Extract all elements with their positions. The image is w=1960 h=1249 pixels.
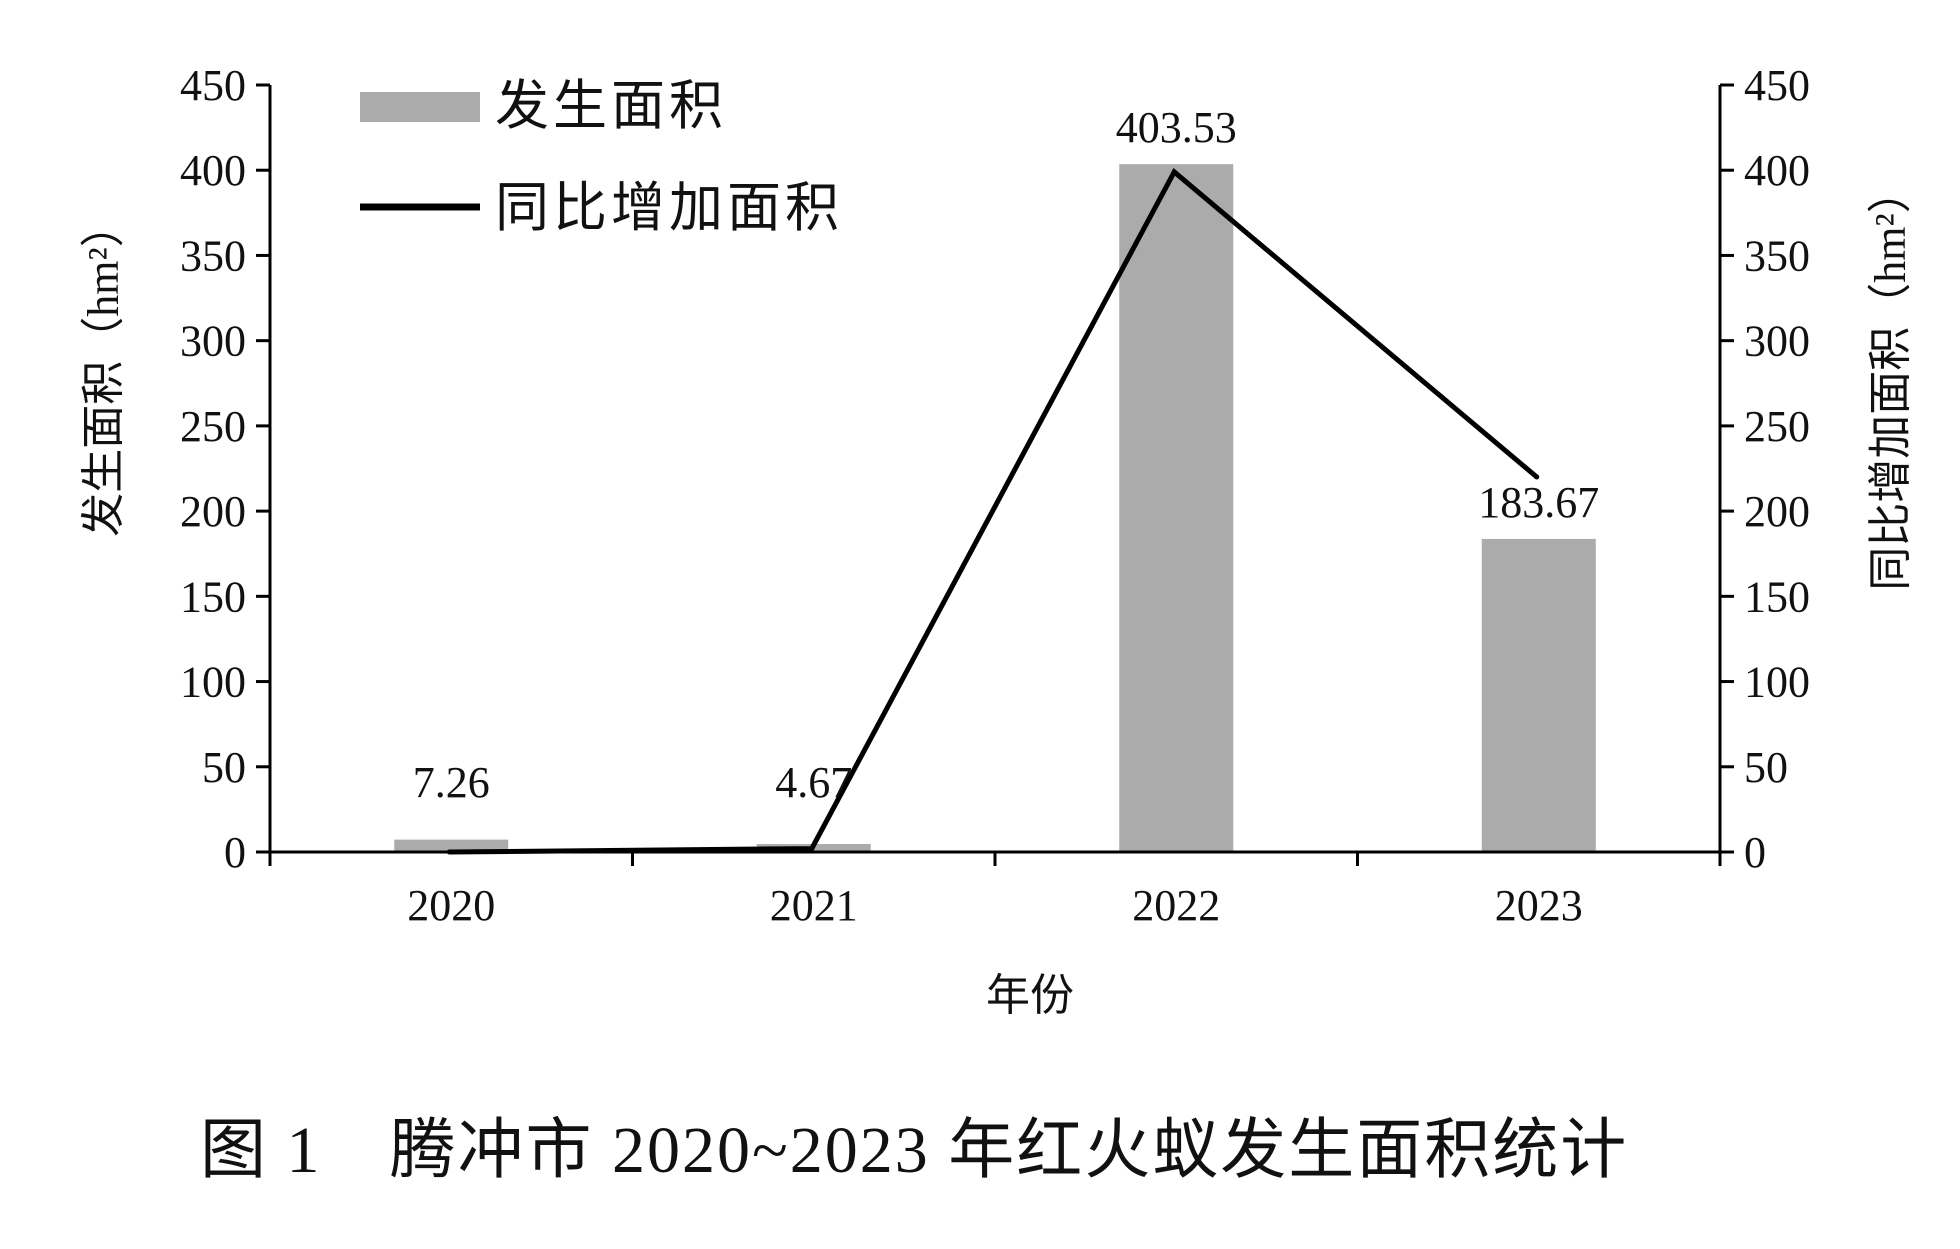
right-y-tick-label: 100 <box>1744 658 1810 707</box>
x-tick-label: 2020 <box>407 881 495 930</box>
legend: 发生面积 同比增加面积 <box>360 76 843 238</box>
right-y-tick-label: 350 <box>1744 231 1810 280</box>
bar-value-label: 183.67 <box>1478 478 1599 527</box>
right-y-tick-label: 250 <box>1744 402 1810 451</box>
right-y-tick-label: 0 <box>1744 828 1766 877</box>
right-y-tick-label: 200 <box>1744 487 1810 536</box>
left-y-tick-label: 250 <box>180 402 246 451</box>
bar-value-label: 7.26 <box>413 758 490 807</box>
left-y-tick-label: 0 <box>224 828 246 877</box>
line-path <box>449 168 1539 855</box>
right-y-tick-label: 400 <box>1744 146 1810 195</box>
right-y-tick-label: 150 <box>1744 572 1810 621</box>
left-y-tick-label: 100 <box>180 658 246 707</box>
line-point-2022 <box>1171 169 1177 175</box>
data-labels: 7.26 4.67 403.53 183.67 <box>413 103 1600 807</box>
x-tick-label: 2023 <box>1495 881 1583 930</box>
axes: 0 0 50 50 100 100 150 150 200 200 250 250 300 300 350 3… <box>180 61 1810 930</box>
left-y-tick-label: 450 <box>180 61 246 110</box>
bar-2020 <box>394 839 509 852</box>
left-y-tick-label: 350 <box>180 231 246 280</box>
left-y-tick-label: 400 <box>180 146 246 195</box>
x-tick-label: 2022 <box>1132 881 1220 930</box>
bar-2023 <box>1481 538 1596 852</box>
right-y-tick-label: 50 <box>1744 743 1788 792</box>
right-y-tick-label: 300 <box>1744 317 1810 366</box>
right-y-axis-title: 同比增加面积（hm²） <box>1866 169 1915 590</box>
line-series <box>446 168 1540 855</box>
x-axis-title: 年份 <box>986 971 1074 1020</box>
figure-caption: 图 1 腾冲市 2020~2023 年红火蚁发生面积统计 <box>200 1114 1628 1187</box>
legend-bar-label: 发生面积 <box>495 76 727 136</box>
bar-series <box>394 164 1596 852</box>
bar-value-label: 403.53 <box>1116 103 1237 152</box>
line-point-2023 <box>1534 474 1540 480</box>
left-y-axis-title: 发生面积（hm²） <box>79 203 128 536</box>
x-tick-label: 2021 <box>770 881 858 930</box>
left-y-tick-label: 150 <box>180 572 246 621</box>
bar-2022 <box>1119 164 1234 852</box>
right-y-tick-label: 450 <box>1744 61 1810 110</box>
left-y-tick-label: 300 <box>180 317 246 366</box>
legend-line-label: 同比增加面积 <box>495 178 843 238</box>
line-point-2021 <box>809 846 815 852</box>
left-y-tick-label: 200 <box>180 487 246 536</box>
legend-bar-swatch <box>360 92 480 122</box>
left-y-tick-label: 50 <box>202 743 246 792</box>
bar-value-label: 4.67 <box>775 758 852 807</box>
